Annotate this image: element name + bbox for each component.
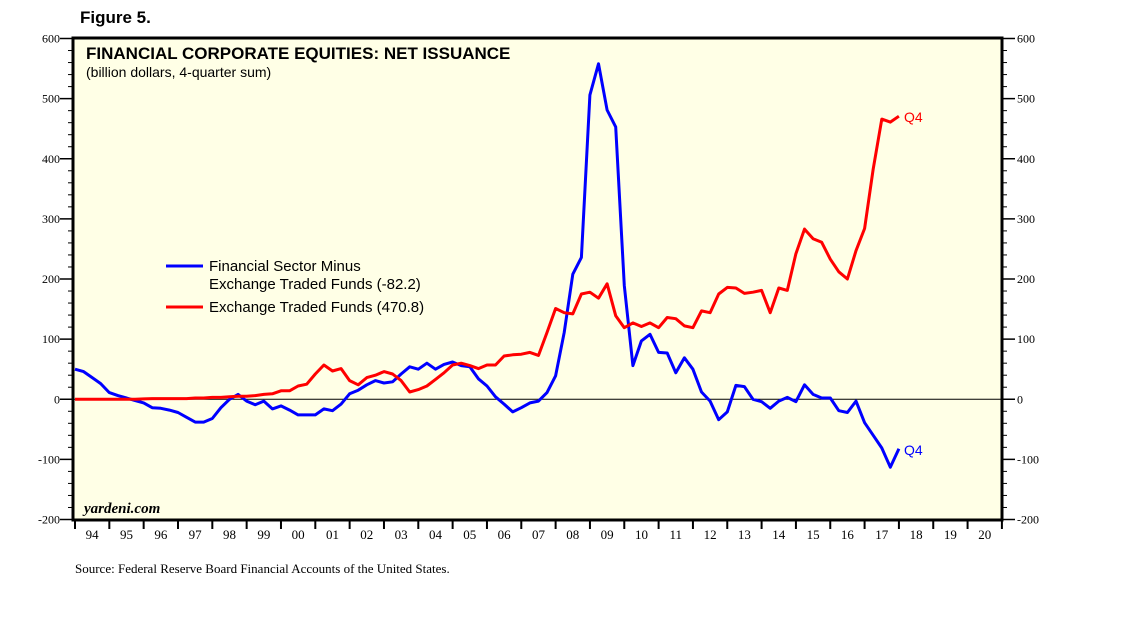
x-tick-label: 97 [189, 527, 203, 542]
x-tick-label: 00 [292, 527, 305, 542]
y-tick-label-left: 600 [42, 32, 60, 46]
y-tick-label-left: 0 [54, 392, 60, 406]
x-tick-label: 99 [257, 527, 270, 542]
x-tick-label: 02 [360, 527, 373, 542]
legend: Financial Sector Minus Exchange Traded F… [166, 258, 424, 316]
chart-title: FINANCIAL CORPORATE EQUITIES: NET ISSUAN… [86, 44, 510, 63]
y-tick-label-right: 200 [1017, 272, 1035, 286]
y-tick-label-right: 300 [1017, 212, 1035, 226]
x-tick-label: 13 [738, 527, 751, 542]
y-tick-label-left: 300 [42, 212, 60, 226]
series-line-etf [75, 114, 900, 401]
series-line-financial-minus-etf [74, 62, 901, 469]
x-tick-label: 15 [807, 527, 820, 542]
x-tick-label: 98 [223, 527, 236, 542]
x-tick-label: 95 [120, 527, 133, 542]
x-tick-label: 16 [841, 527, 855, 542]
x-tick-label: 19 [944, 527, 957, 542]
x-tick-label: 04 [429, 527, 443, 542]
legend-label-blue-2: Exchange Traded Funds (-82.2) [209, 276, 421, 293]
y-tick-label-left: 400 [42, 152, 60, 166]
x-tick-label: 11 [670, 527, 683, 542]
series-layer [74, 62, 901, 469]
x-tick-label: 20 [978, 527, 991, 542]
y-tick-label-left: 100 [42, 332, 60, 346]
y-tick-label-right: -100 [1017, 452, 1039, 466]
x-tick-label: 09 [601, 527, 614, 542]
x-tick-label: 14 [772, 527, 786, 542]
x-tick-label: 96 [154, 527, 168, 542]
end-label-blue: Q4 [904, 442, 923, 458]
figure-label: Figure 5. [80, 8, 151, 27]
x-tick-label: 94 [86, 527, 100, 542]
y-tick-label-right: 0 [1017, 392, 1023, 406]
x-tick-label: 03 [395, 527, 408, 542]
x-tick-label: 05 [463, 527, 476, 542]
x-tick-label: 18 [910, 527, 923, 542]
chart-subtitle: (billion dollars, 4-quarter sum) [86, 64, 271, 80]
y-tick-label-left: -100 [38, 452, 60, 466]
x-tick-label: 01 [326, 527, 339, 542]
end-label-red: Q4 [904, 109, 923, 125]
x-tick-label: 07 [532, 527, 546, 542]
y-tick-label-left: 500 [42, 92, 60, 106]
x-tick-label: 17 [875, 527, 889, 542]
x-tick-label: 12 [704, 527, 717, 542]
x-tick-label: 08 [566, 527, 579, 542]
y-tick-label-right: 100 [1017, 332, 1035, 346]
legend-label-red: Exchange Traded Funds (470.8) [209, 299, 424, 316]
y-tick-label-left: 200 [42, 272, 60, 286]
legend-label-blue-1: Financial Sector Minus [209, 258, 361, 275]
y-tick-label-right: 600 [1017, 32, 1035, 46]
y-tick-label-left: -200 [38, 513, 60, 527]
y-tick-label-right: -200 [1017, 513, 1039, 527]
y-tick-label-right: 500 [1017, 92, 1035, 106]
source-note: Source: Federal Reserve Board Financial … [75, 561, 450, 576]
x-tick-label: 06 [498, 527, 512, 542]
watermark: yardeni.com [82, 501, 160, 517]
y-tick-label-right: 400 [1017, 152, 1035, 166]
x-tick-label: 10 [635, 527, 648, 542]
